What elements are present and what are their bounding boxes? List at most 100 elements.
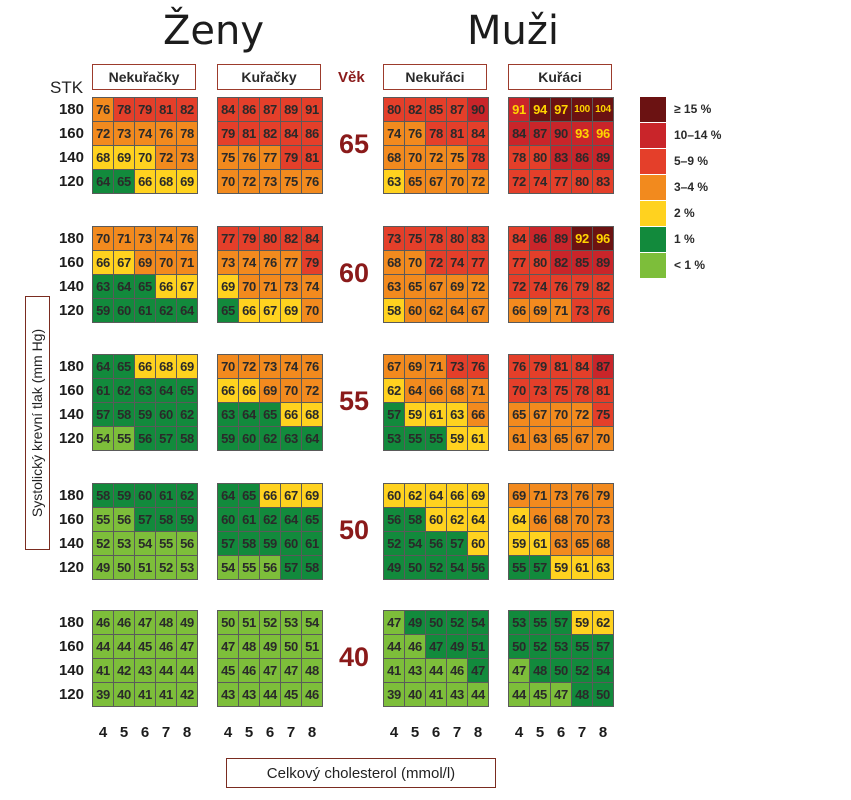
risk-cell: 41 [92, 658, 114, 683]
risk-cell: 70 [155, 250, 177, 275]
risk-grid-women-nonsmoker-55: 64 65 66 68 69 61 62 63 64 65 57 58 59 60 62 54 55 56 57 58 [92, 354, 198, 451]
risk-cell: 43 [404, 658, 426, 683]
systolic-label: 160 [58, 254, 84, 271]
risk-cell: 57 [446, 531, 468, 556]
risk-cell: 65 [113, 354, 135, 379]
risk-cell: 66 [217, 378, 239, 403]
risk-cell: 63 [446, 402, 468, 427]
risk-cell: 90 [550, 121, 572, 146]
systolic-label: 140 [58, 278, 84, 295]
risk-cell: 50 [425, 610, 447, 635]
legend-entry: 1 % [640, 227, 820, 253]
risk-cell: 49 [259, 634, 281, 659]
legend-label: < 1 % [674, 258, 706, 272]
risk-cell: 77 [550, 169, 572, 194]
risk-cell: 68 [92, 145, 114, 170]
risk-cell: 64 [467, 507, 489, 532]
risk-cell: 64 [301, 426, 323, 451]
risk-cell: 72 [238, 169, 260, 194]
risk-cell: 59 [92, 298, 114, 323]
cholesterol-tick: 7 [161, 724, 171, 741]
risk-cell: 56 [383, 507, 405, 532]
risk-cell: 70 [217, 354, 239, 379]
risk-cell: 80 [571, 169, 593, 194]
risk-grid-women-smoker-40: 50 51 52 53 54 47 48 49 50 51 45 46 47 47 48 43 43 44 45 46 [217, 610, 323, 707]
systolic-label: 140 [58, 535, 84, 552]
risk-cell: 47 [383, 610, 405, 635]
risk-cell: 63 [280, 426, 302, 451]
risk-cell: 60 [113, 298, 135, 323]
risk-cell: 52 [383, 531, 405, 556]
risk-cell: 85 [425, 97, 447, 122]
systolic-label: 180 [58, 358, 84, 375]
risk-cell: 59 [259, 531, 281, 556]
risk-cell: 70 [508, 378, 530, 403]
risk-cell: 41 [155, 682, 177, 707]
risk-cell: 53 [280, 610, 302, 635]
risk-cell: 69 [446, 274, 468, 299]
cholesterol-tick: 5 [244, 724, 254, 741]
risk-cell: 67 [467, 298, 489, 323]
risk-cell: 67 [259, 298, 281, 323]
risk-cell: 78 [425, 226, 447, 251]
cholesterol-tick: 4 [223, 724, 233, 741]
risk-cell: 69 [404, 354, 426, 379]
risk-cell: 65 [571, 531, 593, 556]
legend-entry: 5–9 % [640, 149, 820, 175]
risk-cell: 50 [592, 682, 614, 707]
cholesterol-tick: 8 [307, 724, 317, 741]
women-title: Ženy [163, 8, 265, 54]
risk-cell: 39 [383, 682, 405, 707]
risk-cell: 62 [155, 298, 177, 323]
risk-cell: 54 [134, 531, 156, 556]
risk-cell: 72 [467, 274, 489, 299]
risk-cell: 76 [550, 274, 572, 299]
risk-cell: 91 [508, 97, 530, 122]
risk-cell: 57 [280, 555, 302, 580]
risk-cell: 73 [113, 121, 135, 146]
risk-cell: 44 [425, 658, 447, 683]
risk-cell: 53 [383, 426, 405, 451]
cholesterol-tick: 8 [598, 724, 608, 741]
risk-cell: 52 [425, 555, 447, 580]
risk-grid-men-nonsmoker-65: 80 82 85 87 90 74 76 78 81 84 68 70 72 75 78 63 65 67 70 72 [383, 97, 489, 194]
risk-cell: 48 [571, 682, 593, 707]
age-label: 60 [338, 258, 370, 288]
risk-cell: 51 [134, 555, 156, 580]
risk-cell: 70 [134, 145, 156, 170]
risk-cell: 51 [301, 634, 323, 659]
risk-cell: 59 [404, 402, 426, 427]
cholesterol-tick: 5 [119, 724, 129, 741]
risk-cell: 64 [155, 378, 177, 403]
risk-cell: 70 [92, 226, 114, 251]
risk-cell: 75 [217, 145, 239, 170]
risk-cell: 70 [550, 402, 572, 427]
risk-cell: 44 [259, 682, 281, 707]
risk-cell: 76 [259, 250, 281, 275]
risk-cell: 77 [508, 250, 530, 275]
risk-cell: 57 [592, 634, 614, 659]
legend-label: 3–4 % [674, 180, 709, 194]
risk-cell: 73 [259, 169, 281, 194]
legend-swatch [640, 123, 666, 149]
risk-cell: 59 [508, 531, 530, 556]
risk-cell: 49 [92, 555, 114, 580]
risk-cell: 50 [217, 610, 239, 635]
risk-cell: 64 [404, 378, 426, 403]
risk-cell: 55 [508, 555, 530, 580]
risk-cell: 70 [446, 169, 468, 194]
risk-cell: 100 [571, 97, 593, 122]
risk-cell: 59 [176, 507, 198, 532]
risk-cell: 76 [176, 226, 198, 251]
risk-cell: 68 [592, 531, 614, 556]
risk-cell: 67 [176, 274, 198, 299]
legend-swatch [640, 227, 666, 253]
cholesterol-tick: 4 [98, 724, 108, 741]
risk-cell: 80 [446, 226, 468, 251]
risk-cell: 52 [571, 658, 593, 683]
risk-cell: 64 [280, 507, 302, 532]
risk-cell: 70 [238, 274, 260, 299]
risk-cell: 62 [404, 483, 426, 508]
risk-cell: 65 [113, 169, 135, 194]
risk-cell: 44 [155, 658, 177, 683]
